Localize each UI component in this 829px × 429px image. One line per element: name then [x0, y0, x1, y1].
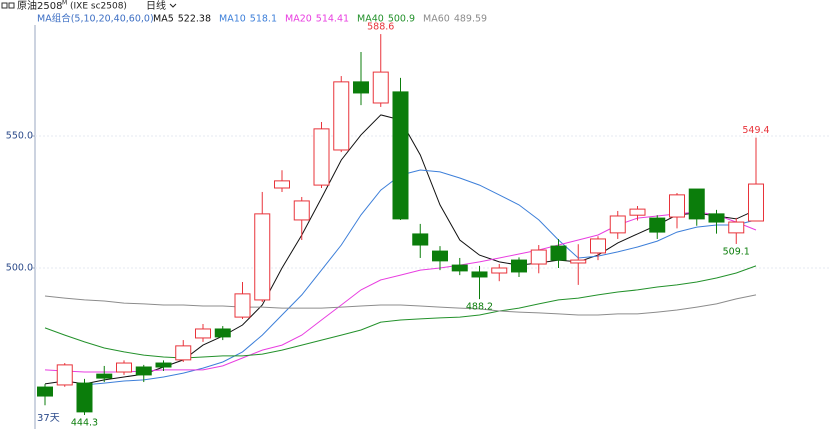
legend-name: MA10 [219, 14, 246, 25]
period[interactable]: 日线 [146, 0, 166, 12]
y-tick-label: 500.0 [6, 262, 33, 273]
candle-body [669, 194, 685, 218]
candle-body [175, 345, 192, 361]
candle-body [274, 180, 290, 189]
candle-body [116, 362, 132, 373]
symbol-sup: M [62, 0, 67, 7]
candle-body [530, 249, 547, 265]
candle-body [748, 183, 764, 222]
legend-name: MA20 [285, 14, 312, 25]
candle-body [550, 245, 567, 261]
icon-box [8, 2, 15, 9]
candle-body [155, 362, 172, 368]
ma-line [44, 265, 757, 359]
code: (IXE sc2508) [70, 2, 127, 12]
candle-body [56, 364, 73, 386]
candle-body [214, 328, 231, 338]
legend-value: 522.38 [178, 14, 211, 25]
ma-line [44, 294, 757, 316]
candle-body [451, 264, 468, 272]
candle-body [629, 208, 646, 216]
candle-body [372, 71, 389, 104]
candle-body [708, 213, 725, 223]
legend-name: MA40 [357, 14, 384, 25]
candle-body [590, 238, 606, 254]
candle-body [135, 366, 152, 376]
legend-value: 489.59 [454, 14, 487, 25]
legend-name: MA60 [423, 14, 450, 25]
y-tick-label: 550.0 [6, 130, 33, 141]
candle-body [570, 259, 587, 264]
legend-name: MA5 [153, 14, 174, 25]
candle-body [432, 250, 448, 262]
icon-box [1, 2, 8, 9]
header-icon [1, 2, 15, 9]
candle-body [254, 213, 271, 301]
candle-body [412, 233, 429, 246]
period-label: 37天 [37, 413, 60, 424]
candle-body [37, 386, 53, 397]
extreme-label: 588.6 [367, 22, 394, 33]
legend-value: 500.9 [388, 14, 415, 25]
candle-body [195, 328, 211, 339]
candle-body [511, 259, 527, 273]
candle-body [609, 215, 626, 234]
extreme-label: 549.4 [742, 125, 769, 136]
candle-body [234, 293, 251, 318]
candle-body [688, 188, 705, 220]
candle-body [471, 271, 488, 278]
extreme-label: 488.2 [466, 302, 493, 313]
extreme-label: 509.1 [723, 246, 750, 257]
candle-body [353, 81, 369, 94]
candle-body [491, 267, 508, 274]
candle-body [96, 373, 113, 379]
candle-body [76, 382, 93, 413]
candle-body [649, 217, 666, 233]
candle-body [293, 200, 310, 221]
legend-value: 518.1 [250, 14, 277, 25]
candle-body [333, 81, 350, 151]
candle-body [728, 221, 745, 234]
symbol[interactable]: 原油2508 [17, 0, 62, 12]
period-dropdown[interactable] [169, 3, 177, 8]
candle-body [392, 91, 409, 220]
candle-body [313, 128, 330, 186]
extreme-label: 444.3 [71, 418, 98, 429]
ma-group[interactable]: MA组合(5,10,20,40,60,0) [37, 13, 154, 25]
legend-value: 514.41 [316, 14, 349, 25]
